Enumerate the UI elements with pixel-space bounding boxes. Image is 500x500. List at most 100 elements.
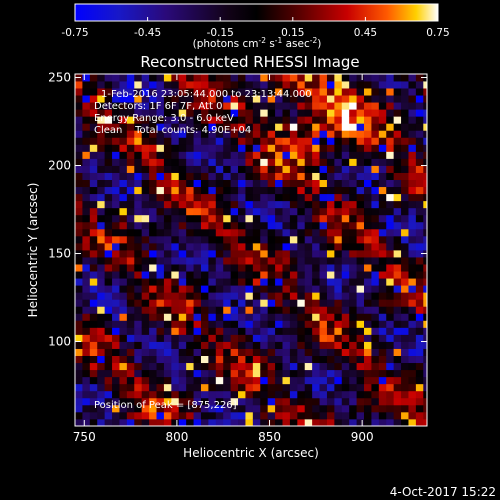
heatmap-cell [126,186,135,195]
heatmap-cell [200,292,209,300]
heatmap-cell [200,257,209,265]
heatmap-cell [230,123,239,131]
heatmap-cell [104,144,113,152]
heatmap-cell [141,158,150,166]
heatmap-cell [171,172,180,180]
annotation-clean: Clean Total counts: 4.90E+04 [94,125,251,136]
heatmap-cell [134,109,143,117]
heatmap-cell [252,411,261,420]
heatmap-cell [282,151,291,159]
heatmap-cell [89,320,98,328]
heatmap-cell [304,165,313,173]
heatmap-cell [193,221,202,230]
heatmap-cell [393,228,402,237]
heatmap-cell [230,278,239,286]
heatmap-cell [215,102,224,110]
heatmap-cell [126,299,135,307]
heatmap-cell [319,179,328,188]
heatmap-cell [364,95,372,103]
heatmap-cell [252,151,261,159]
heatmap-cell [371,362,380,371]
heatmap-cell [423,313,427,321]
heatmap-cell [326,411,335,420]
heatmap-cell [289,151,298,159]
heatmap-cell [267,172,276,180]
heatmap-cell [334,88,343,96]
heatmap-cell [326,151,335,159]
heatmap-cell [378,207,387,216]
heatmap-cell [141,193,150,202]
heatmap-cell [319,397,328,406]
heatmap-cell [326,179,335,188]
heatmap-cell [89,411,98,420]
heatmap-cell [378,376,387,385]
heatmap-cell [193,306,202,314]
heatmap-cell [186,397,194,406]
heatmap-cell [82,320,91,328]
heatmap-cell [245,362,254,371]
heatmap-cell [371,348,380,356]
heatmap-cell [319,130,328,138]
heatmap-cell [252,341,261,349]
heatmap-cell [156,306,165,314]
heatmap-cell [186,88,194,96]
heatmap-cell [119,193,128,202]
heatmap-cell [341,158,350,166]
heatmap-cell [260,264,269,272]
heatmap-cell [215,130,224,138]
heatmap-cell [386,95,395,103]
heatmap-cell [230,207,239,216]
heatmap-cell [252,130,261,138]
heatmap-cell [423,179,427,188]
heatmap-cell [97,292,106,300]
heatmap-cell [349,285,357,293]
heatmap-cell [104,369,113,378]
heatmap-cell [245,242,254,251]
heatmap-cell [297,404,306,413]
heatmap-cell [289,88,298,96]
heatmap-cell [378,369,387,378]
heatmap-cell [401,165,409,173]
heatmap-cell [104,74,113,82]
heatmap-cell [119,165,128,173]
heatmap-cell [304,158,313,166]
heatmap-cell [119,207,128,216]
heatmap-cell [163,334,172,342]
heatmap-cell [312,116,320,124]
heatmap-cell [171,341,180,349]
heatmap-cell [82,74,91,82]
heatmap-cell [126,404,135,413]
heatmap-cell [423,327,427,335]
heatmap-cell [104,334,113,342]
heatmap-cell [364,172,372,180]
heatmap-cell [364,165,372,173]
heatmap-cell [393,165,402,173]
heatmap-cell [312,186,320,195]
heatmap-cell [126,116,135,124]
heatmap-cell [171,320,180,328]
heatmap-cell [378,172,387,180]
heatmap-cell [289,193,298,202]
heatmap-cell [260,144,269,152]
heatmap-cell [149,186,157,195]
heatmap-cell [215,158,224,166]
heatmap-cell [378,292,387,300]
heatmap-cell [289,228,298,237]
heatmap-cell [238,158,246,166]
heatmap-cell [89,144,98,152]
heatmap-cell [104,411,113,420]
heatmap-cell [82,341,91,349]
heatmap-cell [149,285,157,293]
heatmap-cell [408,186,417,195]
heatmap-cell [238,102,246,110]
heatmap-cell [275,250,283,258]
heatmap-cell [238,411,246,420]
heatmap-cell [252,242,261,251]
heatmap-cell [260,165,269,173]
heatmap-cell [208,397,217,406]
heatmap-cell [104,306,113,314]
heatmap-cell [134,376,143,385]
heatmap-cell [415,418,424,426]
heatmap-cell [378,264,387,272]
heatmap-cell [223,137,232,145]
